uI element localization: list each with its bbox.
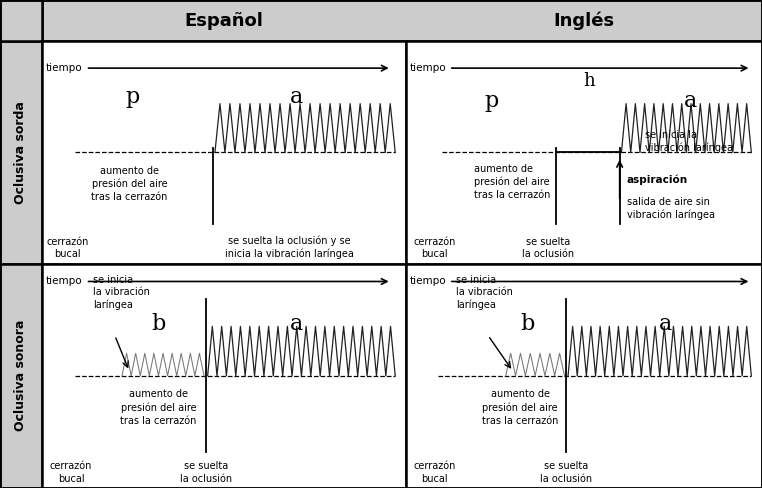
Text: a: a: [290, 86, 303, 108]
Bar: [406, 264, 762, 488]
Text: se suelta
la oclusión: se suelta la oclusión: [180, 461, 232, 484]
Text: tiempo: tiempo: [410, 63, 447, 73]
Text: aspiración: aspiración: [627, 175, 688, 185]
Text: se suelta la oclusión y se
inicia la vibración laríngea: se suelta la oclusión y se inicia la vib…: [225, 236, 354, 259]
Text: Oclusiva sonora: Oclusiva sonora: [14, 320, 27, 431]
Text: a: a: [290, 313, 303, 335]
Text: tiempo: tiempo: [46, 277, 82, 286]
Text: Oclusiva sorda: Oclusiva sorda: [14, 101, 27, 204]
Text: se inicia
la vibración
laríngea: se inicia la vibración laríngea: [93, 275, 150, 310]
Text: a: a: [659, 313, 673, 335]
Text: aumento de
presión del aire
tras la cerrazón: aumento de presión del aire tras la cerr…: [91, 166, 168, 202]
Text: p: p: [126, 86, 140, 108]
Bar: [0, 0, 42, 41]
Text: cerrazón
bucal: cerrazón bucal: [414, 237, 456, 259]
Bar: [0, 41, 42, 264]
Text: tiempo: tiempo: [46, 63, 82, 73]
Text: p: p: [485, 90, 498, 112]
Text: cerrazón
bucal: cerrazón bucal: [414, 461, 456, 484]
Text: h: h: [584, 72, 595, 90]
Bar: [42, 41, 406, 264]
Text: tiempo: tiempo: [410, 277, 447, 286]
Text: Inglés: Inglés: [553, 12, 615, 30]
Text: aumento de
presión del aire
tras la cerrazón: aumento de presión del aire tras la cerr…: [482, 389, 559, 426]
Text: cerrazón
bucal: cerrazón bucal: [50, 461, 92, 484]
Text: cerrazón
bucal: cerrazón bucal: [46, 237, 88, 259]
Text: salida de aire sin
vibración laríngea: salida de aire sin vibración laríngea: [627, 197, 715, 220]
Text: b: b: [152, 313, 165, 335]
Text: aumento de
presión del aire
tras la cerrazón: aumento de presión del aire tras la cerr…: [474, 163, 550, 200]
Text: b: b: [520, 313, 534, 335]
Bar: [406, 41, 762, 264]
Text: se inicia la
vibración laríngea: se inicia la vibración laríngea: [645, 130, 732, 153]
Text: a: a: [684, 90, 697, 112]
Text: se inicia
la vibración
laríngea: se inicia la vibración laríngea: [456, 275, 513, 310]
Text: aumento de
presión del aire
tras la cerrazón: aumento de presión del aire tras la cerr…: [120, 389, 197, 426]
Text: se suelta
la oclusión: se suelta la oclusión: [523, 237, 575, 259]
Bar: [42, 0, 762, 41]
Bar: [42, 264, 406, 488]
Text: Español: Español: [184, 12, 264, 30]
Bar: [0, 264, 42, 488]
Text: se suelta
la oclusión: se suelta la oclusión: [540, 461, 592, 484]
